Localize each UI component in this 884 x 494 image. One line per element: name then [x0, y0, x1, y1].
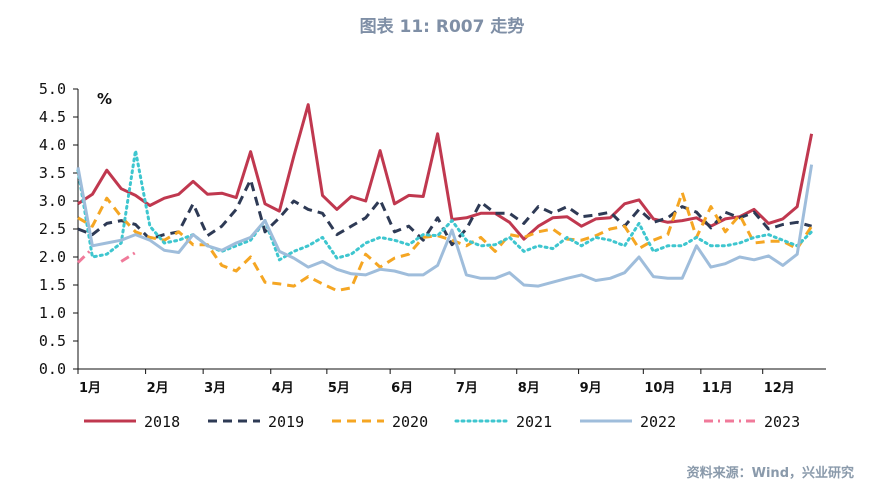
legend-label: 2023: [764, 413, 800, 431]
x-tick-label: 11月: [702, 381, 733, 396]
y-tick-label: 3.5: [39, 164, 66, 182]
x-tick-label: 9月: [580, 381, 602, 396]
legend-label: 2020: [392, 413, 428, 431]
series-line-2018: [77, 103, 814, 241]
series-line-2020: [77, 191, 813, 293]
y-tick-label: 4.0: [39, 136, 66, 154]
legend-label: 2019: [268, 413, 304, 431]
x-tick-label: 7月: [456, 381, 478, 396]
series-line-2021: [76, 149, 814, 262]
y-tick-label: 1.5: [39, 276, 66, 294]
legend-label: 2018: [144, 413, 180, 431]
y-axis-unit: %: [97, 90, 112, 108]
x-tick-label: 12月: [764, 381, 795, 396]
legend-item-2023: 2023: [704, 413, 800, 431]
y-tick-label: 2.5: [39, 220, 66, 238]
x-tick-label: 4月: [272, 381, 294, 396]
legend-label: 2022: [640, 413, 676, 431]
series-lines: [76, 103, 814, 293]
legend-item-2018: 2018: [84, 413, 180, 431]
legend: 2018 2019 2020 2021 2022 2023: [84, 413, 800, 431]
x-axis-ticks: 1月 2月 3月 4月 5月 6月 7月 8月 9月 10月 11月 12月: [77, 369, 795, 396]
x-tick-label: 1月: [79, 381, 101, 396]
legend-item-2020: 2020: [332, 413, 428, 431]
y-tick-label: 3.0: [39, 192, 66, 210]
legend-item-2022: 2022: [580, 413, 676, 431]
source-note: 资料来源：Wind，兴业研究: [686, 466, 854, 481]
x-tick-label: 5月: [328, 381, 350, 396]
x-tick-label: 10月: [644, 381, 675, 396]
y-tick-label: 1.0: [39, 304, 66, 322]
series-line-2022: [76, 164, 814, 288]
x-tick-label: 8月: [518, 381, 540, 396]
y-tick-label: 5.0: [39, 80, 66, 98]
x-tick-label: 2月: [147, 381, 169, 396]
y-tick-label: 0.0: [39, 360, 66, 378]
legend-item-2019: 2019: [208, 413, 304, 431]
series-line-2023: [76, 247, 137, 264]
legend-item-2021: 2021: [454, 413, 552, 431]
legend-label: 2021: [516, 413, 552, 431]
y-axis-ticks: 0.0 0.5 1.0 1.5 2.0 2.5 3.0 3.5 4.0 4.5 5.0: [39, 80, 78, 378]
y-tick-label: 0.5: [39, 332, 66, 350]
series-line-2019: [77, 178, 812, 247]
y-tick-label: 4.5: [39, 108, 66, 126]
x-tick-label: 3月: [204, 381, 226, 396]
chart-title: 图表 11: R007 走势: [359, 17, 525, 37]
y-tick-label: 2.0: [39, 248, 66, 266]
x-tick-label: 6月: [391, 381, 413, 396]
